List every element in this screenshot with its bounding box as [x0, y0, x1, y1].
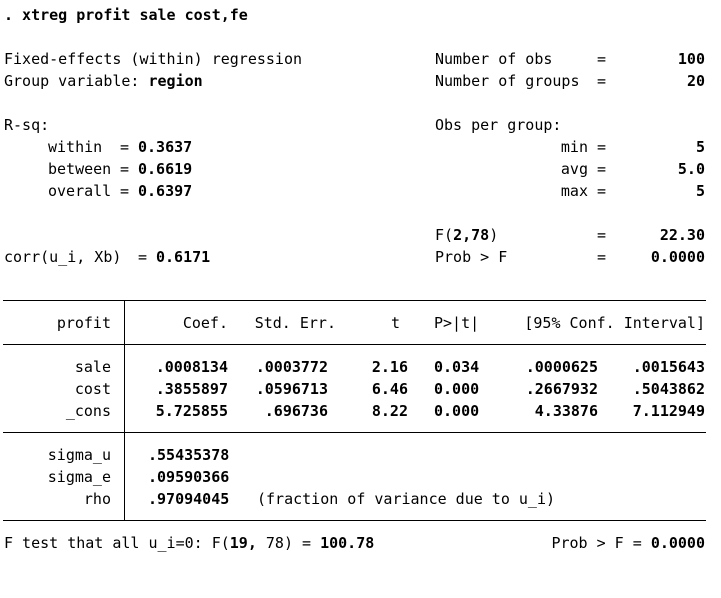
rsq-label: R-sq: — [4, 116, 50, 134]
row-var: _cons — [65, 402, 111, 420]
sigma-row: sigma_u .55435378 — [0, 444, 230, 466]
prob-f-eq: = — [597, 248, 607, 266]
obs-avg-value: 5.0 — [677, 160, 705, 178]
sigma-value: .97094045 — [148, 490, 230, 508]
col-header-ci: [95% Conf. Interval] — [524, 314, 705, 332]
f-stat-label: F(2,78) — [435, 224, 498, 246]
f-stat-value: 22.30 — [659, 226, 705, 244]
sigma-var: sigma_e — [47, 468, 111, 486]
ngroups-eq: = — [597, 72, 607, 90]
rsq-between-value: 0.6619 — [138, 160, 193, 178]
table-top-rule — [3, 300, 706, 301]
row-var: cost — [74, 380, 111, 398]
footer-eq: = — [293, 534, 321, 552]
table-row: cost .3855897 .0596713 6.46 0.000 .26679… — [0, 378, 705, 400]
obs-per-group-label: Obs per group: — [435, 116, 562, 134]
obs-min-label: min — [560, 138, 588, 156]
table-vertical-rule — [124, 300, 125, 520]
table-bottom-rule — [3, 520, 706, 521]
footer-prob-value: 0.0000 — [650, 534, 705, 552]
command-line: . xtreg profit sale cost,fe — [4, 6, 248, 24]
nobs-eq: = — [597, 50, 607, 68]
f-stat-eq: = — [597, 226, 607, 244]
f-label-suffix: ) — [489, 226, 499, 244]
row-p: 0.000 — [434, 380, 480, 398]
sigma-var: sigma_u — [47, 446, 111, 464]
sigma-row: rho .97094045 (fraction of variance due … — [0, 488, 555, 510]
row-coef: 5.725855 — [155, 402, 228, 420]
row-p: 0.000 — [434, 402, 480, 420]
nobs-label: Number of obs — [435, 50, 553, 68]
footer-df-rest: 78) — [256, 534, 293, 552]
col-header-t: t — [390, 314, 400, 332]
footer-prob-label: Prob > F = — [551, 534, 651, 552]
footer-text: F test that all u_i=0: F( — [4, 534, 230, 552]
footer-ftest: F test that all u_i=0: F(19, 78) = 100.7… — [4, 532, 374, 554]
corr-eq: = — [138, 248, 148, 266]
row-se: .696736 — [264, 402, 328, 420]
col-header-coef: Coef. — [182, 314, 228, 332]
corr-value: 0.6171 — [156, 248, 211, 266]
table-row: _cons 5.725855 .696736 8.22 0.000 4.3387… — [0, 400, 705, 422]
sigma-row: sigma_e .09590366 — [0, 466, 230, 488]
rsq-within-value: 0.3637 — [138, 138, 193, 156]
rho-note: (fraction of variance due to u_i) — [257, 490, 556, 508]
col-header-p: P>|t| — [434, 314, 480, 332]
row-coef: .3855897 — [155, 380, 228, 398]
sigma-value: .55435378 — [148, 446, 230, 464]
col-header-se: Std. Err. — [254, 314, 336, 332]
row-ci-high: 7.112949 — [632, 402, 705, 420]
footer-f-value: 100.78 — [320, 534, 375, 552]
rsq-within-label: within — [48, 138, 103, 156]
row-t: 6.46 — [371, 380, 408, 398]
obs-min-value: 5 — [695, 138, 705, 156]
table-mid-rule — [3, 432, 706, 433]
obs-max-value: 5 — [695, 182, 705, 200]
group-variable-line: Group variable: region — [4, 70, 203, 92]
row-var: sale — [74, 358, 111, 376]
row-ci-low: 4.33876 — [534, 402, 598, 420]
nobs-value: 100 — [677, 50, 705, 68]
rsq-overall-value: 0.6397 — [138, 182, 193, 200]
row-ci-high: .5043862 — [632, 380, 705, 398]
prob-f-label: Prob > F — [435, 248, 508, 266]
group-var-label: Group variable: — [4, 72, 140, 90]
table-depvar: profit — [56, 314, 111, 332]
row-ci-high: .0015643 — [632, 358, 705, 376]
rsq-overall-label: overall — [48, 182, 112, 200]
table-header-row: Coef. Std. Err. t P>|t| [95% Conf. Inter… — [0, 312, 705, 334]
row-ci-low: .2667932 — [525, 380, 598, 398]
table-row: sale .0008134 .0003772 2.16 0.034 .00006… — [0, 356, 705, 378]
row-se: .0003772 — [255, 358, 328, 376]
model-title: Fixed-effects (within) regression — [4, 50, 303, 68]
f-df: 2,78 — [453, 226, 490, 244]
obs-max-label: max — [560, 182, 588, 200]
table-header-rule — [3, 344, 706, 345]
row-t: 2.16 — [371, 358, 408, 376]
row-se: .0596713 — [255, 380, 328, 398]
sigma-var: rho — [83, 490, 111, 508]
sigma-value: .09590366 — [148, 468, 230, 486]
ngroups-label: Number of groups — [435, 72, 580, 90]
group-var-value: region — [148, 72, 203, 90]
ngroups-value: 20 — [686, 72, 705, 90]
obs-min-eq: = — [597, 138, 607, 156]
prob-f-value: 0.0000 — [650, 248, 705, 266]
corr-label: corr(u_i, Xb) — [4, 248, 122, 266]
obs-avg-label: avg — [560, 160, 588, 178]
rsq-overall-eq: = — [120, 182, 130, 200]
row-p: 0.034 — [434, 358, 480, 376]
obs-avg-eq: = — [597, 160, 607, 178]
rsq-between-eq: = — [120, 160, 130, 178]
footer-prob: Prob > F = 0.0000 — [450, 532, 705, 554]
footer-df-bold: 19, — [229, 534, 257, 552]
row-coef: .0008134 — [155, 358, 228, 376]
rsq-between-label: between — [48, 160, 112, 178]
row-ci-low: .0000625 — [525, 358, 598, 376]
f-label-prefix: F( — [435, 226, 454, 244]
obs-max-eq: = — [597, 182, 607, 200]
rsq-within-eq: = — [120, 138, 130, 156]
row-t: 8.22 — [371, 402, 408, 420]
